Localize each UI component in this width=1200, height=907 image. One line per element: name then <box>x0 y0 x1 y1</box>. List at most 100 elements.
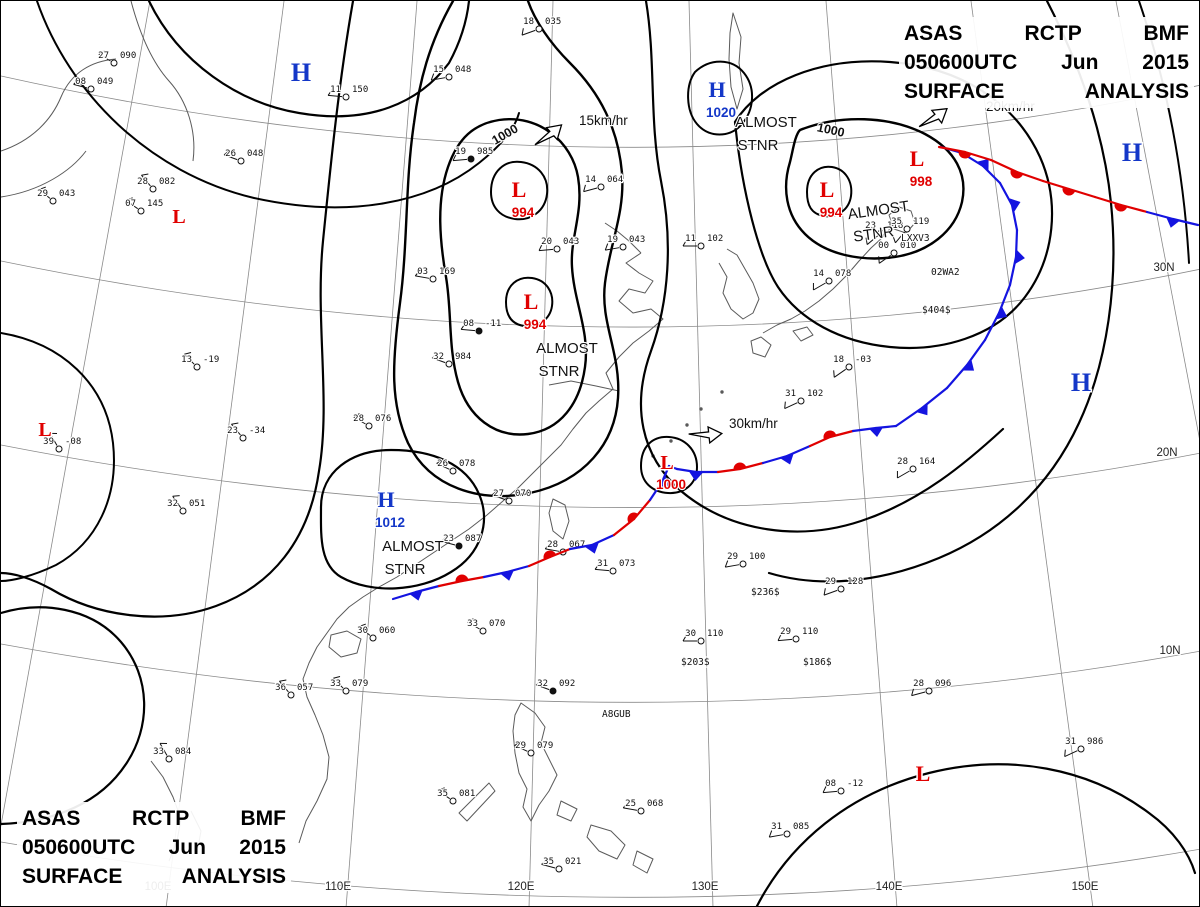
svg-text:130E: 130E <box>692 881 719 893</box>
svg-text:070: 070 <box>515 489 531 499</box>
svg-text:048: 048 <box>247 149 263 159</box>
svg-text:35: 35 <box>891 217 902 227</box>
svg-text:29: 29 <box>37 189 48 199</box>
svg-text:998: 998 <box>910 174 933 189</box>
svg-text:23: 23 <box>443 534 454 544</box>
svg-text:03: 03 <box>417 267 428 277</box>
svg-text:STNR: STNR <box>539 363 580 380</box>
svg-text:11: 11 <box>330 85 341 95</box>
svg-text:32: 32 <box>433 352 444 362</box>
svg-text:035: 035 <box>545 17 561 27</box>
svg-text:28: 28 <box>547 540 558 550</box>
svg-text:14: 14 <box>813 269 824 279</box>
svg-text:L: L <box>38 419 51 441</box>
svg-text:ALMOST: ALMOST <box>536 340 598 357</box>
svg-text:31: 31 <box>785 389 796 399</box>
svg-text:092: 092 <box>559 679 575 689</box>
svg-text:29: 29 <box>825 577 836 587</box>
svg-text:049: 049 <box>97 77 113 87</box>
svg-text:1000: 1000 <box>656 477 686 492</box>
svg-text:L: L <box>660 452 673 474</box>
svg-text:25: 25 <box>625 799 636 809</box>
svg-text:35: 35 <box>543 857 554 867</box>
svg-text:057: 057 <box>297 683 313 693</box>
svg-text:076: 076 <box>375 414 391 424</box>
svg-text:994: 994 <box>512 205 535 220</box>
svg-text:102: 102 <box>807 389 823 399</box>
svg-text:064: 064 <box>607 175 623 185</box>
chart-code-top: ASAS RCTP BMF <box>904 22 1189 45</box>
chart-code-bottom: ASAS RCTP BMF <box>22 807 286 830</box>
svg-text:18: 18 <box>833 355 844 365</box>
svg-text:13: 13 <box>181 355 192 365</box>
svg-text:-08: -08 <box>65 437 81 447</box>
svg-text:STNR: STNR <box>385 561 426 578</box>
svg-text:L: L <box>916 761 931 786</box>
svg-text:32: 32 <box>537 679 548 689</box>
chart-type-bottom: SURFACE ANALYSIS <box>22 865 286 888</box>
svg-text:26: 26 <box>437 459 448 469</box>
chart-title-block-bottom-left: ASAS RCTP BMF 050600UTC Jun 2015 SURFACE… <box>17 802 291 893</box>
svg-text:15: 15 <box>433 65 444 75</box>
svg-text:26: 26 <box>225 149 236 159</box>
svg-text:L: L <box>512 177 527 202</box>
chart-datetime-top: 050600UTC Jun 2015 <box>904 51 1189 74</box>
svg-text:28: 28 <box>897 457 908 467</box>
svg-text:150: 150 <box>352 85 368 95</box>
svg-text:L: L <box>820 177 835 202</box>
svg-text:32: 32 <box>167 499 178 509</box>
svg-text:H: H <box>377 487 394 512</box>
svg-text:021: 021 <box>565 857 581 867</box>
svg-text:29: 29 <box>727 552 738 562</box>
svg-text:H: H <box>291 58 311 87</box>
svg-text:30km/hr: 30km/hr <box>729 416 778 431</box>
svg-text:1012: 1012 <box>375 515 405 530</box>
svg-text:30: 30 <box>357 626 368 636</box>
svg-text:30N: 30N <box>1153 262 1174 274</box>
svg-text:110E: 110E <box>325 881 351 893</box>
svg-text:150E: 150E <box>1072 881 1099 893</box>
svg-text:140E: 140E <box>876 881 903 893</box>
svg-text:128: 128 <box>847 577 863 587</box>
svg-text:-03: -03 <box>855 355 871 365</box>
svg-text:H: H <box>1071 368 1091 397</box>
svg-text:051: 051 <box>189 499 205 509</box>
svg-text:082: 082 <box>159 177 175 187</box>
svg-text:07: 07 <box>125 199 136 209</box>
svg-text:-12: -12 <box>847 779 863 789</box>
svg-text:043: 043 <box>629 235 645 245</box>
chart-title-block-top-right: ASAS RCTP BMF 050600UTC Jun 2015 SURFACE… <box>899 17 1194 108</box>
svg-text:LXXV3: LXXV3 <box>901 233 930 244</box>
svg-text:02WA2: 02WA2 <box>931 267 960 278</box>
svg-text:10N: 10N <box>1159 645 1180 657</box>
svg-text:078: 078 <box>835 269 851 279</box>
svg-text:27: 27 <box>493 489 504 499</box>
svg-text:060: 060 <box>379 626 395 636</box>
svg-text:043: 043 <box>59 189 75 199</box>
svg-text:010: 010 <box>900 241 916 251</box>
svg-text:20N: 20N <box>1156 447 1177 459</box>
svg-text:ALMOST: ALMOST <box>735 114 797 131</box>
svg-text:A8GUB: A8GUB <box>602 709 631 720</box>
svg-text:08: 08 <box>463 319 474 329</box>
svg-text:-34: -34 <box>249 426 265 436</box>
svg-text:19: 19 <box>607 235 618 245</box>
svg-text:30: 30 <box>685 629 696 639</box>
svg-text:068: 068 <box>647 799 663 809</box>
svg-text:079: 079 <box>537 741 553 751</box>
svg-text:986: 986 <box>1087 737 1103 747</box>
svg-text:28: 28 <box>913 679 924 689</box>
svg-text:23: 23 <box>865 221 876 231</box>
svg-text:STNR: STNR <box>738 137 779 154</box>
svg-text:110: 110 <box>707 629 723 639</box>
svg-text:35: 35 <box>437 789 448 799</box>
svg-text:33: 33 <box>153 747 164 757</box>
svg-text:14: 14 <box>585 175 596 185</box>
svg-text:H: H <box>708 77 725 102</box>
svg-text:090: 090 <box>120 51 136 61</box>
svg-text:081: 081 <box>459 789 475 799</box>
svg-text:102: 102 <box>707 234 723 244</box>
svg-text:11: 11 <box>685 234 696 244</box>
